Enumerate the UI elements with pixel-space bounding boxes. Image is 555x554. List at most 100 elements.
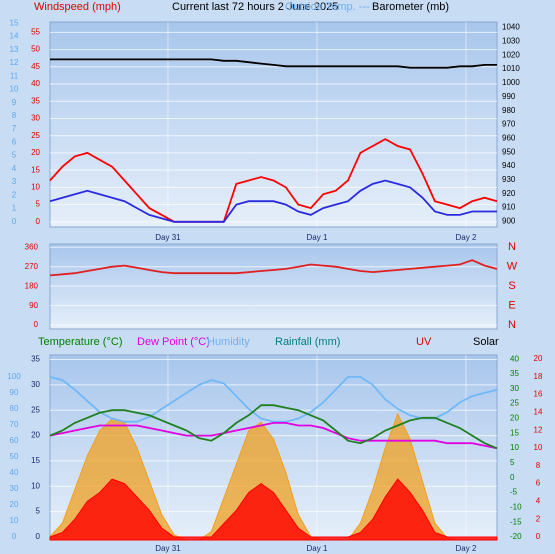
y-tick-label: 55 bbox=[31, 27, 40, 36]
y-tick-label: 1030 bbox=[502, 37, 520, 46]
y-tick-label: 0 bbox=[34, 320, 39, 329]
y-tick-label: S bbox=[508, 280, 515, 292]
y-tick-label: 4 bbox=[12, 164, 17, 173]
y-tick-label: 910 bbox=[502, 203, 516, 212]
y-tick-label: -10 bbox=[510, 502, 522, 511]
x-tick-label: Day 2 bbox=[456, 544, 477, 553]
y-tick-label: 900 bbox=[502, 217, 516, 226]
x-tick-label: Day 31 bbox=[155, 233, 181, 242]
y-tick-label: 20 bbox=[31, 431, 40, 440]
y-tick-label: 0 bbox=[510, 473, 515, 482]
y-tick-label: 0 bbox=[36, 532, 41, 541]
y-tick-label: 90 bbox=[10, 388, 19, 397]
series-line bbox=[49, 138, 498, 223]
y-tick-label: 11 bbox=[10, 71, 19, 80]
y-tick-label: 15 bbox=[510, 428, 519, 437]
header-label: Barometer (mb) bbox=[372, 1, 449, 13]
y-tick-label: -20 bbox=[510, 532, 522, 541]
y-tick-label: 60 bbox=[10, 436, 19, 445]
header-label: Windspeed (mph) bbox=[34, 1, 121, 13]
y-tick-label: 2 bbox=[12, 190, 17, 199]
y-tick-label: 3 bbox=[12, 177, 17, 186]
y-tick-label: 180 bbox=[25, 281, 39, 290]
y-tick-label: 30 bbox=[10, 484, 19, 493]
y-tick-label: 30 bbox=[31, 114, 40, 123]
y-tick-label: 14 bbox=[534, 408, 543, 417]
y-tick-label: 940 bbox=[502, 161, 516, 170]
y-tick-label: 9 bbox=[12, 98, 17, 107]
y-tick-label: N bbox=[508, 241, 516, 253]
y-tick-label: 45 bbox=[31, 62, 40, 71]
y-tick-label: 13 bbox=[10, 45, 19, 54]
y-tick-label: 0 bbox=[12, 532, 17, 541]
y-tick-label: 35 bbox=[31, 96, 40, 105]
uv-area bbox=[49, 478, 498, 541]
y-tick-label: 14 bbox=[10, 32, 19, 41]
header-label: Outside Temp. --- bbox=[285, 1, 370, 13]
x-tick-label: Day 1 bbox=[307, 544, 328, 553]
y-tick-label: 960 bbox=[502, 133, 516, 142]
y-tick-label: 20 bbox=[534, 354, 543, 363]
series-line bbox=[50, 58, 497, 69]
y-tick-label: 16 bbox=[534, 390, 543, 399]
y-tick-label: 20 bbox=[10, 500, 19, 509]
y-tick-label: 12 bbox=[10, 58, 19, 67]
y-tick-label: 1010 bbox=[502, 64, 520, 73]
header-label: Rainfall (mm) bbox=[275, 336, 340, 348]
y-tick-label: 25 bbox=[510, 399, 519, 408]
header-label: Current last 72 hours 2 June 2025 bbox=[172, 1, 338, 13]
series-line bbox=[49, 179, 497, 223]
plot-area bbox=[49, 21, 498, 228]
y-tick-label: 35 bbox=[510, 369, 519, 378]
y-tick-label: 5 bbox=[36, 507, 41, 516]
x-tick-label: Day 31 bbox=[155, 544, 181, 553]
y-tick-label: 12 bbox=[534, 425, 543, 434]
y-tick-label: 5 bbox=[510, 458, 515, 467]
y-tick-label: 1 bbox=[12, 204, 17, 213]
header-label: Humidity bbox=[207, 336, 250, 348]
y-tick-label: 7 bbox=[12, 124, 17, 133]
y-tick-label: 35 bbox=[31, 355, 40, 364]
y-tick-label: 25 bbox=[31, 131, 40, 140]
y-tick-label: 20 bbox=[31, 148, 40, 157]
y-tick-label: 18 bbox=[534, 372, 543, 381]
y-tick-label: 15 bbox=[31, 456, 40, 465]
y-tick-label: 20 bbox=[510, 414, 519, 423]
y-tick-label: 30 bbox=[31, 380, 40, 389]
y-tick-label: 10 bbox=[10, 85, 19, 94]
y-tick-label: 100 bbox=[7, 372, 21, 381]
series-line bbox=[49, 259, 498, 277]
header-label: Solar bbox=[473, 336, 499, 348]
y-tick-label: 6 bbox=[12, 137, 17, 146]
header-label: UV bbox=[416, 336, 432, 348]
header-label: Dew Point (°C) bbox=[137, 336, 210, 348]
y-tick-label: 1000 bbox=[502, 78, 520, 87]
y-tick-label: 10 bbox=[31, 182, 40, 191]
header-label: Temperature (°C) bbox=[38, 336, 122, 348]
y-tick-label: 920 bbox=[502, 189, 516, 198]
y-tick-label: 40 bbox=[31, 79, 40, 88]
series-line bbox=[49, 404, 498, 450]
x-tick-label: Day 2 bbox=[456, 233, 477, 242]
y-tick-label: 360 bbox=[25, 242, 39, 251]
y-tick-label: E bbox=[508, 300, 515, 312]
y-tick-label: 270 bbox=[25, 262, 39, 271]
y-tick-label: 0 bbox=[12, 217, 17, 226]
y-tick-label: 8 bbox=[536, 461, 541, 470]
y-tick-label: 8 bbox=[12, 111, 17, 120]
y-tick-label: 10 bbox=[10, 516, 19, 525]
y-tick-label: 6 bbox=[536, 479, 541, 488]
y-tick-label: 930 bbox=[502, 175, 516, 184]
y-tick-label: 10 bbox=[31, 481, 40, 490]
y-tick-label: 15 bbox=[31, 165, 40, 174]
y-tick-label: 40 bbox=[510, 354, 519, 363]
y-tick-label: 70 bbox=[10, 420, 19, 429]
series-line bbox=[49, 422, 498, 450]
y-tick-label: 90 bbox=[29, 301, 38, 310]
y-tick-label: 25 bbox=[31, 405, 40, 414]
y-tick-label: 15 bbox=[10, 18, 19, 27]
y-tick-label: 50 bbox=[10, 452, 19, 461]
y-tick-label: 1040 bbox=[502, 23, 520, 32]
y-tick-label: 1020 bbox=[502, 50, 520, 59]
